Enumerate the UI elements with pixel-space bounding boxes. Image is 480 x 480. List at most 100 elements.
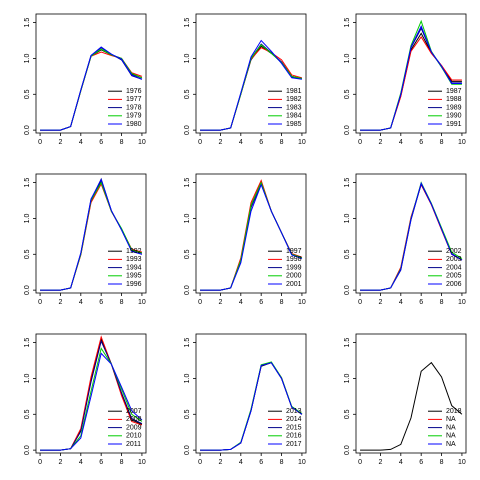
x-tick-label: 6: [419, 459, 423, 466]
legend-label: 2018: [446, 408, 462, 415]
y-tick-label: 1.0: [24, 53, 31, 63]
plot-frame: [195, 173, 307, 294]
x-tick-label: 8: [280, 299, 284, 306]
x-tick-label: 6: [99, 299, 103, 306]
x-tick-label: 2: [378, 459, 382, 466]
x-tick-label: 0: [358, 139, 362, 146]
series-line: [200, 39, 302, 131]
legend-label: 2007: [126, 408, 142, 415]
legend-label: 1991: [446, 121, 462, 128]
x-tick-label: 2: [58, 299, 62, 306]
y-tick-label: 0.5: [344, 409, 351, 419]
x-tick-label: 2: [218, 299, 222, 306]
legend-label: 1990: [446, 113, 462, 120]
y-tick-label: 0.5: [184, 249, 191, 259]
y-tick-label: 0.0: [344, 445, 351, 455]
y-tick-label: 0.5: [184, 409, 191, 419]
legend-label: 2003: [446, 256, 462, 263]
legend-label: 1992: [126, 248, 142, 255]
series-line: [40, 352, 143, 451]
series-line: [360, 181, 463, 291]
x-tick-label: 2: [378, 139, 382, 146]
legend-label: 1994: [126, 264, 142, 271]
legend-label: 1983: [286, 104, 302, 111]
y-tick-label: 0.5: [344, 249, 351, 259]
legend-label: 1996: [126, 281, 142, 288]
x-tick-label: 4: [399, 459, 403, 466]
series-line: [360, 361, 463, 451]
legend-label: 1998: [286, 256, 302, 263]
x-tick-label: 6: [259, 299, 263, 306]
y-tick-label: 0.5: [24, 89, 31, 99]
y-tick-label: 0.5: [24, 409, 31, 419]
y-tick-label: 1.0: [344, 373, 351, 383]
legend-label: 1999: [286, 264, 302, 271]
y-tick-label: 1.5: [344, 178, 351, 188]
legend-label: 2006: [446, 281, 462, 288]
y-tick-label: 0.0: [24, 445, 31, 455]
x-tick-label: 2: [218, 459, 222, 466]
y-tick-label: 1.5: [24, 178, 31, 188]
legend-label: 1985: [286, 121, 302, 128]
x-tick-label: 0: [198, 299, 202, 306]
y-tick-label: 1.5: [184, 178, 191, 188]
x-tick-label: 10: [298, 139, 306, 146]
plot-frame: [35, 333, 147, 454]
legend-label: 2004: [446, 264, 462, 271]
y-tick-label: 1.0: [344, 213, 351, 223]
legend-label: 1997: [286, 248, 302, 255]
x-tick-label: 10: [138, 299, 146, 306]
legend-label: 1978: [126, 104, 142, 111]
legend-label: 2010: [126, 433, 142, 440]
legend-label: 1989: [446, 104, 462, 111]
x-tick-label: 4: [79, 299, 83, 306]
x-tick-label: 8: [280, 139, 284, 146]
y-tick-label: 0.0: [344, 285, 351, 295]
y-tick-label: 1.0: [24, 373, 31, 383]
x-tick-label: 2: [58, 139, 62, 146]
x-tick-label: 6: [419, 299, 423, 306]
y-tick-label: 0.0: [184, 125, 191, 135]
x-tick-label: 6: [419, 139, 423, 146]
legend-label: 2001: [286, 281, 302, 288]
y-tick-label: 1.0: [184, 53, 191, 63]
x-tick-label: 0: [38, 459, 42, 466]
legend-label: 2002: [446, 248, 462, 255]
x-tick-label: 0: [358, 299, 362, 306]
plot-frame: [35, 173, 147, 294]
legend-label: 1984: [286, 113, 302, 120]
legend-label: 2011: [126, 441, 141, 448]
series-line: [360, 24, 462, 131]
y-tick-label: 0.5: [24, 249, 31, 259]
x-tick-label: 8: [120, 459, 124, 466]
x-tick-label: 6: [259, 139, 263, 146]
legend-label: 1993: [126, 256, 142, 263]
y-tick-label: 1.0: [184, 373, 191, 383]
x-tick-label: 0: [38, 299, 42, 306]
series-line: [200, 362, 303, 451]
legend-label: 2009: [126, 424, 142, 431]
legend-label: NA: [446, 424, 456, 431]
x-tick-label: 6: [99, 139, 103, 146]
x-tick-label: 4: [79, 459, 83, 466]
y-tick-label: 1.5: [184, 338, 191, 348]
y-tick-label: 0.0: [24, 285, 31, 295]
x-tick-label: 2: [218, 139, 222, 146]
x-tick-label: 0: [198, 459, 202, 466]
y-tick-label: 0.0: [344, 125, 351, 135]
x-tick-label: 10: [458, 299, 466, 306]
x-tick-label: 0: [198, 139, 202, 146]
plot-frame: [355, 333, 467, 454]
legend-label: 2016: [286, 433, 302, 440]
legend-label: 2013: [286, 408, 302, 415]
x-tick-label: 2: [58, 459, 62, 466]
x-tick-label: 8: [120, 299, 124, 306]
series-line: [40, 46, 143, 131]
x-tick-label: 10: [298, 299, 306, 306]
plot-frame: [355, 173, 467, 294]
x-tick-label: 4: [239, 139, 243, 146]
y-tick-label: 0.0: [24, 125, 31, 135]
x-tick-label: 10: [458, 139, 466, 146]
x-tick-label: 10: [138, 459, 146, 466]
